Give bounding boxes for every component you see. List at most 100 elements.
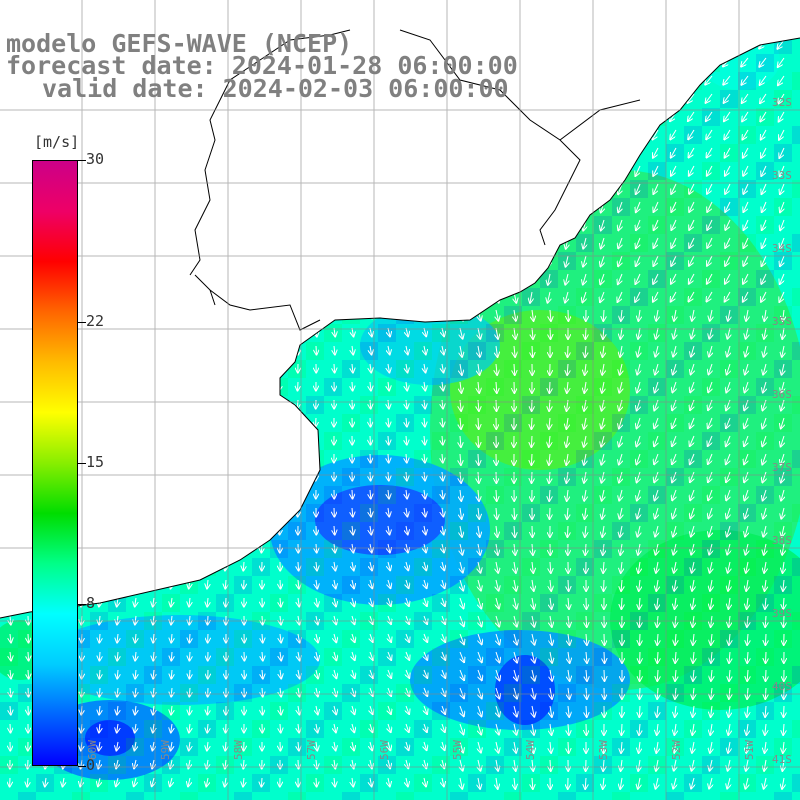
wind-arrow [764,561,766,573]
wind-arrow [10,201,11,211]
field-cell [306,234,324,252]
wind-arrow [568,597,569,609]
wind-arrow [669,75,677,85]
wind-arrow [352,201,355,210]
field-cell [504,792,522,800]
wind-arrow [406,39,407,49]
wind-arrow [707,183,713,194]
wind-arrow [151,399,154,408]
field-cell [378,270,396,288]
wind-arrow [550,759,551,771]
wind-arrow [280,273,281,283]
wind-arrow [424,129,427,138]
wind-arrow [723,75,731,85]
wind-arrow [152,525,155,534]
wind-arrow [169,363,172,372]
wind-arrow [170,111,172,120]
field-cell [288,792,306,800]
field-cell [216,270,234,288]
wind-arrow [244,129,245,139]
field-cell [522,450,540,468]
wind-arrow [724,129,731,139]
wind-arrow [657,651,658,663]
wind-arrow [689,219,695,230]
wind-arrow [532,309,534,321]
field-cell [720,198,738,216]
wind-arrow [388,111,390,120]
field-cell [198,720,216,738]
wind-arrow [352,561,354,570]
field-cell [648,54,666,72]
wind-arrow [242,399,244,408]
wind-arrow [99,669,100,679]
latitude-label: 34S [772,242,792,255]
wind-arrow [727,345,730,357]
field-cell [180,792,198,800]
wind-arrow [388,597,391,606]
field-cell [792,342,800,360]
wind-arrow [189,147,190,157]
wind-arrow [584,453,586,465]
field-cell [504,684,522,702]
field-cell [576,342,594,360]
wind-arrow [424,183,427,192]
wind-arrow [585,327,586,339]
field-cell [522,720,540,738]
wind-arrow [532,471,533,483]
field-cell [180,684,198,702]
wind-arrow [604,579,605,591]
wind-arrow [656,561,658,573]
wind-arrow [616,57,623,67]
field-cell [558,738,576,756]
wind-arrow [530,129,532,141]
wind-arrow [638,561,640,573]
field-cell [720,792,738,800]
field-cell [792,18,800,36]
wind-arrow [514,219,517,231]
wind-arrow [478,165,481,177]
field-cell [306,720,324,738]
wind-arrow [244,309,245,319]
field-cell [378,432,396,450]
wind-arrow [460,597,464,608]
wind-arrow [424,615,427,624]
wind-arrow [780,201,784,212]
wind-arrow [744,219,749,230]
wind-arrow [370,39,371,49]
wind-arrow [352,345,353,355]
field-cell [270,432,288,450]
wind-arrow [189,255,190,265]
wind-arrow [598,39,605,49]
field-cell [540,378,558,396]
field-cell [288,522,306,540]
field-cell [774,684,792,702]
field-cell [126,522,144,540]
wind-arrow [550,327,551,339]
field-cell [666,252,684,270]
wind-arrow [671,147,677,158]
field-cell [234,792,252,800]
wind-arrow [638,543,640,555]
wind-arrow [460,471,461,483]
field-cell [234,252,252,270]
wind-arrow [388,39,389,49]
wind-arrow [243,525,244,535]
wind-arrow [442,471,443,481]
wind-arrow [45,111,46,121]
wind-arrow [585,507,587,519]
field-cell [486,594,504,612]
field-cell [702,54,720,72]
wind-arrow [151,417,154,426]
wind-arrow [117,615,118,625]
colorbar-tickmark [78,766,86,767]
wind-arrow [442,399,443,409]
wind-arrow [153,147,155,157]
wind-arrow [224,489,226,498]
wind-arrow [316,291,317,301]
field-cell [198,396,216,414]
wind-arrow [9,435,11,445]
wind-arrow [496,165,499,177]
wind-arrow [602,363,604,375]
wind-arrow [153,237,154,247]
wind-arrow [170,309,172,318]
